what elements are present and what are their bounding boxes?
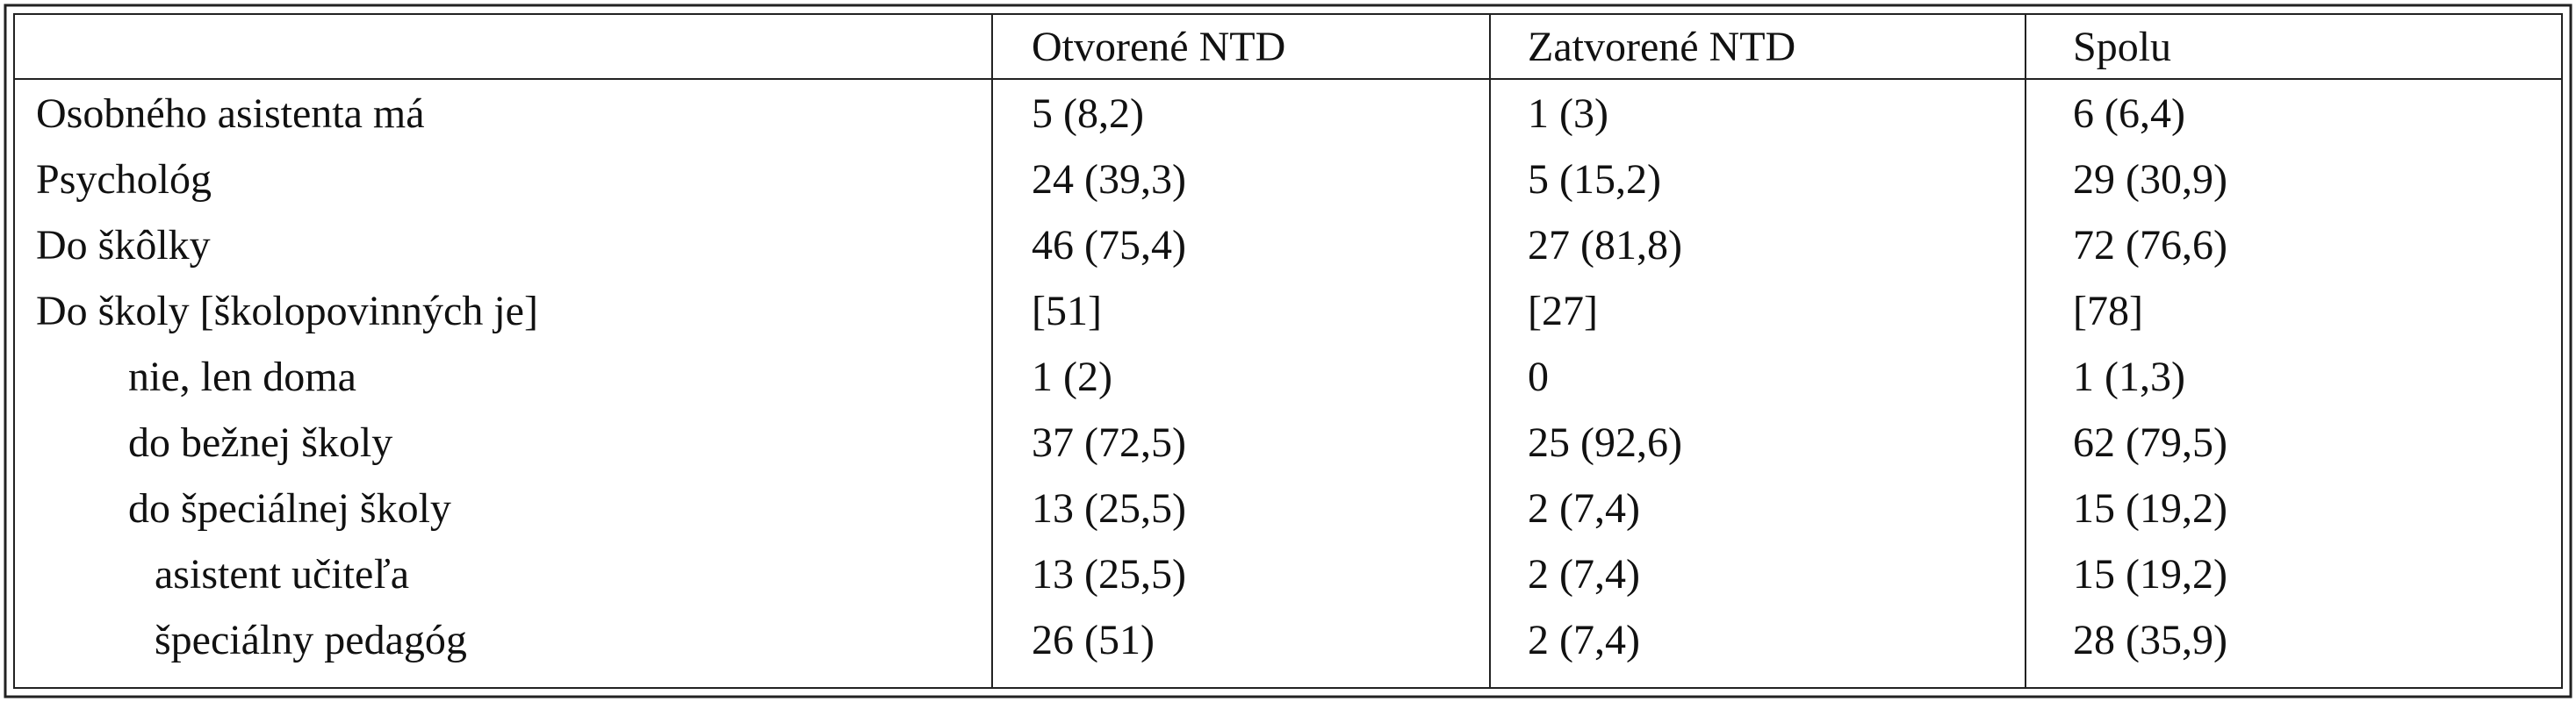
row-label: Osobného asistenta má xyxy=(36,90,425,137)
cell: 28 (35,9) xyxy=(2073,617,2227,663)
cell: [78] xyxy=(2073,288,2143,334)
row-label: asistent učiteľa xyxy=(155,551,409,598)
row-label: Do školy [školopovinných je] xyxy=(36,288,538,334)
row-label: do špeciálnej školy xyxy=(128,485,451,532)
cell: 5 (15,2) xyxy=(1528,156,1661,203)
cell: [51] xyxy=(1032,288,1102,334)
cell: 62 (79,5) xyxy=(2073,419,2227,466)
row-label: Psychológ xyxy=(36,156,212,203)
cell: 25 (92,6) xyxy=(1528,419,1682,466)
cell: 29 (30,9) xyxy=(2073,156,2227,203)
inner-border xyxy=(13,13,2563,689)
cell: 72 (76,6) xyxy=(2073,222,2227,269)
cell: 1 (2) xyxy=(1032,354,1112,400)
cell: 6 (6,4) xyxy=(2073,90,2185,137)
row-label: do bežnej školy xyxy=(128,419,392,466)
cell: 1 (1,3) xyxy=(2073,354,2185,400)
cell: 5 (8,2) xyxy=(1032,90,1144,137)
cell: 2 (7,4) xyxy=(1528,485,1640,532)
row-label: Do škôlky xyxy=(36,222,211,269)
header-cell: Spolu xyxy=(2073,24,2171,70)
cell: 24 (39,3) xyxy=(1032,156,1186,203)
cell: 46 (75,4) xyxy=(1032,222,1186,269)
cell: 2 (7,4) xyxy=(1528,551,1640,598)
outer-border xyxy=(4,4,2572,698)
cell: 13 (25,5) xyxy=(1032,485,1186,532)
cell: 26 (51) xyxy=(1032,617,1155,663)
cell: 13 (25,5) xyxy=(1032,551,1186,598)
cell: 15 (19,2) xyxy=(2073,485,2227,532)
header-cell: Otvorené NTD xyxy=(1032,24,1285,70)
header-cell: Zatvorené NTD xyxy=(1528,24,1795,70)
cell: 27 (81,8) xyxy=(1528,222,1682,269)
row-label: špeciálny pedagóg xyxy=(155,617,467,663)
cell: 2 (7,4) xyxy=(1528,617,1640,663)
cell: 1 (3) xyxy=(1528,90,1608,137)
row-label: nie, len doma xyxy=(128,354,356,400)
cell: 37 (72,5) xyxy=(1032,419,1186,466)
cell: 0 xyxy=(1528,354,1549,400)
cell: 15 (19,2) xyxy=(2073,551,2227,598)
cell: [27] xyxy=(1528,288,1598,334)
